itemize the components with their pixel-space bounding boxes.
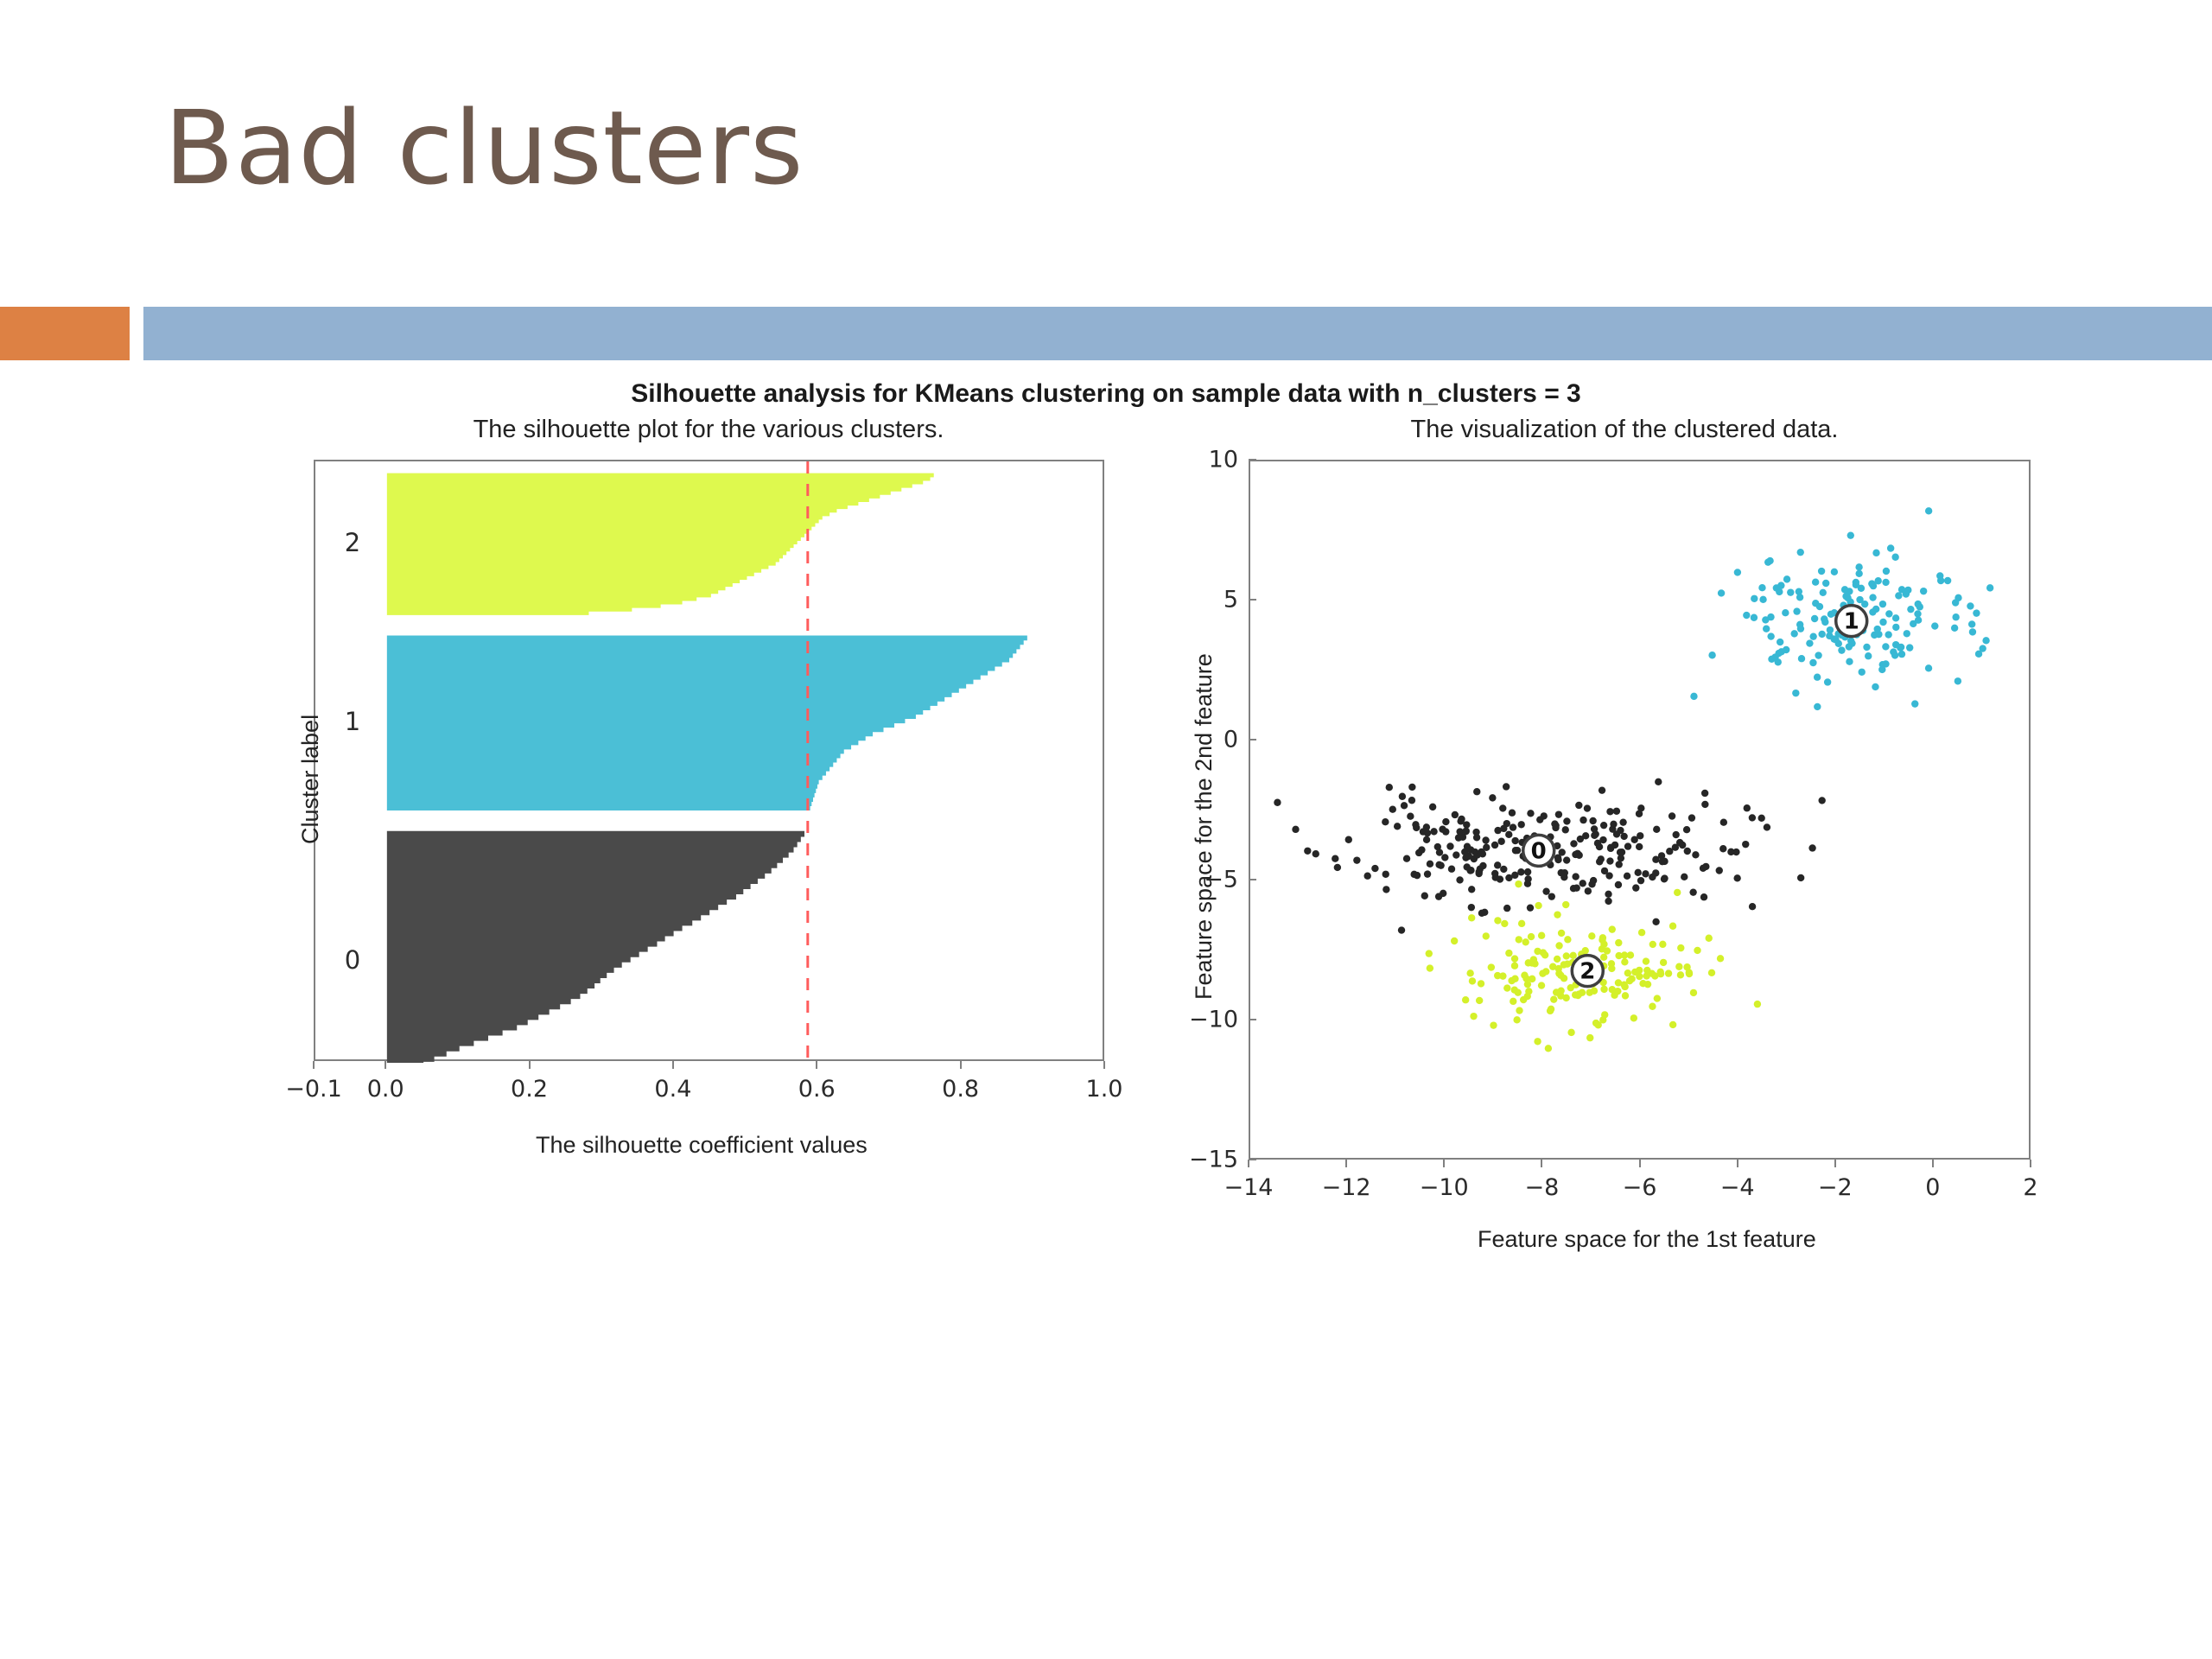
figure-suptitle: Silhouette analysis for KMeans clusterin… [631, 379, 1581, 408]
cluster-center-marker-0: 0 [1521, 833, 1556, 868]
scatter-y-tick-mark [1249, 459, 1256, 461]
scatter-x-tick-label: 2 [2023, 1174, 2038, 1201]
scatter-x-tick-mark [2030, 1160, 2031, 1167]
silhouette-x-tick-mark [816, 1061, 818, 1069]
scatter-x-tick-mark [1931, 1160, 1934, 1167]
silhouette-x-tick-mark [1103, 1061, 1105, 1069]
silhouette-x-tick-mark [671, 1061, 674, 1069]
scatter-y-tick-mark [1249, 1159, 1256, 1160]
silhouette-x-tick-label: 1.0 [1085, 1076, 1123, 1103]
scatter-y-tick-mark [1249, 879, 1256, 880]
cluster-label-2: 2 [344, 527, 361, 557]
silhouette-x-tick-label: 0.6 [798, 1076, 836, 1103]
scatter-y-tick-label: 5 [1223, 586, 1238, 613]
cluster-0-points [1274, 778, 1826, 934]
silhouette-x-tick-mark [528, 1061, 531, 1069]
scatter-y-tick-label: 0 [1223, 726, 1238, 753]
scatter-x-tick-mark [1736, 1160, 1738, 1167]
figure: Silhouette analysis for KMeans clusterin… [0, 360, 2212, 1252]
scatter-x-tick-label: −8 [1524, 1174, 1560, 1201]
cluster-2-points [1425, 880, 1762, 1052]
scatter-x-axis-label: Feature space for the 1st feature [1478, 1226, 1816, 1252]
svg-text:1: 1 [1844, 609, 1859, 635]
silhouette-x-tick-label: −0.1 [285, 1076, 342, 1103]
scatter-points: 0 1 2 [1274, 507, 1994, 1052]
silhouette-x-tick-mark [313, 1061, 315, 1069]
silhouette-x-tick-mark [959, 1061, 962, 1069]
scatter-y-tick-mark [1249, 599, 1256, 601]
page-title: Bad clusters [164, 88, 804, 207]
scatter-y-tick-label: −10 [1189, 1006, 1238, 1033]
silhouette-x-tick-label: 0.2 [511, 1076, 549, 1103]
scatter-x-tick-label: −12 [1321, 1174, 1371, 1201]
scatter-y-tick-mark [1249, 1019, 1256, 1020]
scatter-x-tick-label: 0 [1925, 1174, 1941, 1201]
scatter-y-tick-label: −15 [1189, 1146, 1238, 1173]
scatter-y-tick-label: −5 [1204, 866, 1238, 893]
scatter-y-tick-label: 10 [1208, 446, 1238, 474]
silhouette-x-axis-label: The silhouette coefficient values [536, 1132, 868, 1158]
scatter-x-tick-mark [1443, 1160, 1446, 1167]
cluster-center-marker-2: 2 [1570, 953, 1605, 988]
scatter-plot-title: The visualization of the clustered data. [1410, 416, 1839, 443]
divider [0, 307, 2212, 360]
silhouette-x-tick-label: 0.4 [654, 1076, 692, 1103]
cluster-center-marker-1: 1 [1834, 603, 1869, 639]
silhouette-x-tick-mark [385, 1061, 387, 1069]
scatter-x-tick-mark [1638, 1160, 1641, 1167]
scatter-x-tick-label: −2 [1817, 1174, 1853, 1201]
scatter-x-tick-mark [1248, 1160, 1249, 1167]
scatter-x-tick-mark [1834, 1160, 1836, 1167]
cluster-label-0: 0 [344, 945, 361, 976]
scatter-x-tick-mark [1345, 1160, 1348, 1167]
scatter-x-tick-label: −10 [1419, 1174, 1469, 1201]
silhouette-plot-axes [314, 460, 1104, 1063]
scatter-x-tick-mark [1541, 1160, 1543, 1167]
silhouette-x-tick-label: 0.0 [366, 1076, 404, 1103]
scatter-y-axis-label: Feature space for the 2nd feature [1191, 653, 1217, 1000]
svg-text:2: 2 [1580, 959, 1595, 985]
silhouette-plot-title: The silhouette plot for the various clus… [473, 416, 944, 443]
divider-bar [143, 307, 2212, 360]
scatter-plot-axes: 0 1 2 [1249, 460, 2031, 1160]
cluster-label-1: 1 [344, 706, 361, 736]
scatter-x-tick-label: −14 [1224, 1174, 1274, 1201]
svg-text:0: 0 [1531, 838, 1547, 864]
scatter-x-tick-label: −6 [1622, 1174, 1657, 1201]
silhouette-x-tick-label: 0.8 [942, 1076, 980, 1103]
scatter-y-tick-mark [1249, 739, 1256, 741]
silhouette-areas [386, 461, 1027, 1063]
scatter-x-tick-label: −4 [1719, 1174, 1755, 1201]
accent-bar [0, 307, 130, 360]
